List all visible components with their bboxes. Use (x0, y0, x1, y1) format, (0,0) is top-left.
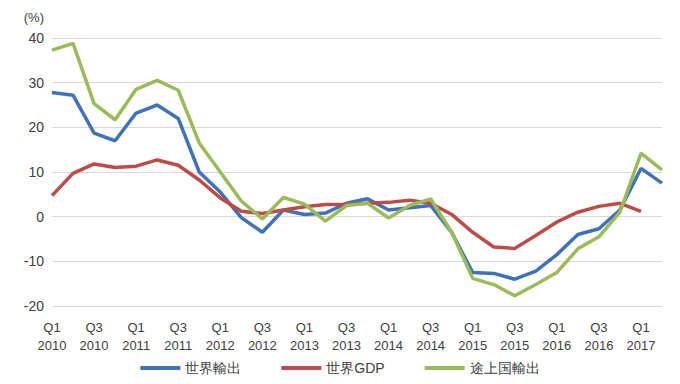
svg-text:0: 0 (36, 209, 44, 225)
svg-text:Q1: Q1 (43, 320, 60, 335)
svg-text:2017: 2017 (627, 338, 656, 353)
svg-text:Q3: Q3 (422, 320, 439, 335)
svg-text:Q3: Q3 (590, 320, 607, 335)
svg-text:世界輸出: 世界輸出 (185, 360, 241, 376)
svg-text:Q3: Q3 (85, 320, 102, 335)
svg-text:Q1: Q1 (296, 320, 313, 335)
svg-text:Q3: Q3 (170, 320, 187, 335)
svg-text:2015: 2015 (458, 338, 487, 353)
svg-text:2011: 2011 (122, 338, 150, 353)
svg-text:2011: 2011 (164, 338, 192, 353)
svg-text:(%): (%) (24, 10, 44, 25)
svg-text:2016: 2016 (584, 338, 613, 353)
svg-text:Q3: Q3 (254, 320, 271, 335)
svg-text:Q1: Q1 (548, 320, 565, 335)
svg-text:2014: 2014 (374, 338, 403, 353)
svg-text:10: 10 (28, 164, 44, 180)
svg-text:2012: 2012 (206, 338, 235, 353)
svg-text:Q1: Q1 (212, 320, 229, 335)
svg-text:2013: 2013 (332, 338, 361, 353)
svg-text:Q1: Q1 (127, 320, 144, 335)
svg-text:20: 20 (28, 119, 44, 135)
svg-text:途上国輸出: 途上国輸出 (470, 360, 540, 376)
svg-text:2010: 2010 (38, 338, 67, 353)
svg-text:2015: 2015 (500, 338, 529, 353)
svg-text:-10: -10 (24, 253, 44, 269)
svg-text:2014: 2014 (416, 338, 445, 353)
svg-text:2010: 2010 (80, 338, 109, 353)
svg-text:Q1: Q1 (380, 320, 397, 335)
svg-text:Q1: Q1 (464, 320, 481, 335)
svg-text:Q3: Q3 (506, 320, 523, 335)
svg-text:Q1: Q1 (632, 320, 649, 335)
svg-text:2012: 2012 (248, 338, 277, 353)
svg-text:世界GDP: 世界GDP (326, 360, 384, 376)
svg-text:2013: 2013 (290, 338, 319, 353)
svg-text:2016: 2016 (542, 338, 571, 353)
svg-text:40: 40 (28, 30, 44, 46)
svg-text:30: 30 (28, 75, 44, 91)
svg-text:Q3: Q3 (338, 320, 355, 335)
svg-text:-20: -20 (24, 298, 44, 314)
